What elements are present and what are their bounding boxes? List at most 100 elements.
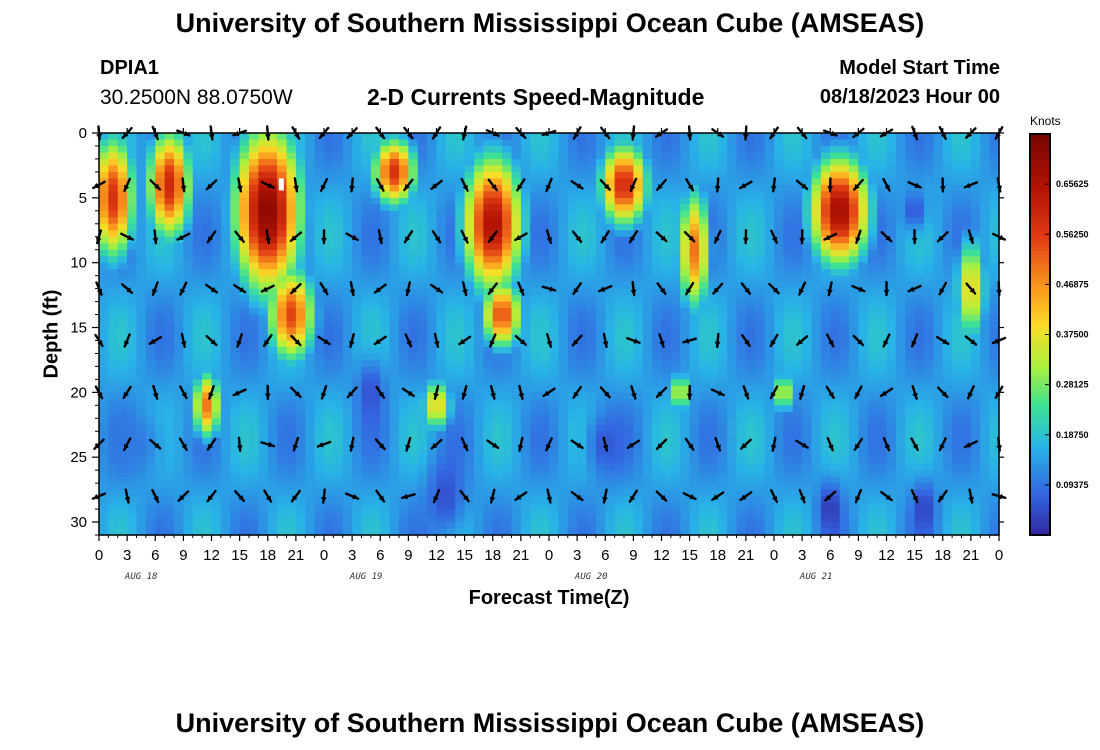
heatmap-cell — [436, 424, 447, 432]
heatmap-cell — [136, 288, 147, 296]
heatmap-cell — [136, 450, 147, 458]
heatmap-cell — [680, 191, 691, 199]
heatmap-cell — [183, 405, 194, 413]
heatmap-cell — [164, 489, 175, 497]
heatmap-cell — [520, 133, 531, 141]
heatmap-cell — [174, 165, 184, 173]
heatmap-cell — [614, 301, 625, 309]
heatmap-cell — [792, 366, 803, 374]
heatmap-cell — [474, 457, 484, 465]
heatmap-cell — [174, 476, 184, 484]
heatmap-cell — [792, 379, 803, 387]
heatmap-cell — [192, 334, 203, 342]
heatmap-cell — [736, 249, 747, 257]
heatmap-cell — [661, 275, 672, 283]
heatmap-cell — [249, 301, 259, 309]
heatmap-cell — [220, 353, 231, 361]
heatmap-cell — [736, 470, 747, 478]
heatmap-cell — [220, 249, 231, 257]
heatmap-cell — [417, 321, 428, 329]
heatmap-cell — [727, 288, 738, 296]
heatmap-cell — [595, 528, 606, 536]
heatmap-cell — [642, 437, 653, 445]
heatmap-cell — [99, 308, 109, 316]
heatmap-cell — [136, 509, 147, 517]
heatmap-cell — [239, 256, 250, 264]
heatmap-cell — [642, 321, 653, 329]
heatmap-cell — [249, 256, 259, 264]
heatmap-cell — [577, 515, 588, 523]
heatmap-cell — [267, 301, 278, 309]
heatmap-cell — [202, 133, 213, 141]
heatmap-cell — [830, 437, 841, 445]
heatmap-cell — [474, 392, 484, 400]
heatmap-cell — [445, 431, 456, 439]
heatmap-cell — [774, 463, 784, 471]
heatmap-cell — [586, 152, 597, 160]
heatmap-cell — [652, 379, 663, 387]
heatmap-cell — [502, 217, 513, 225]
heatmap-cell — [530, 489, 541, 497]
heatmap-cell — [464, 437, 475, 445]
heatmap-cell — [474, 437, 484, 445]
heatmap-cell — [239, 178, 250, 186]
heatmap-cell — [474, 366, 484, 374]
heatmap-cell — [520, 392, 531, 400]
heatmap-cell — [717, 346, 728, 355]
heatmap-cell — [727, 483, 738, 491]
heatmap-cell — [267, 223, 278, 231]
heatmap-cell — [445, 275, 456, 283]
heatmap-cell — [464, 191, 475, 199]
heatmap-cell — [295, 379, 306, 387]
heatmap-cell — [342, 483, 353, 491]
heatmap-cell — [474, 262, 484, 270]
heatmap-cell — [502, 210, 513, 218]
heatmap-cell — [586, 262, 597, 270]
heatmap-cell — [305, 334, 316, 342]
heatmap-cell — [342, 444, 353, 452]
heatmap-cell — [352, 470, 363, 478]
heatmap-cell — [295, 476, 306, 484]
heatmap-cell — [736, 191, 747, 199]
heatmap-cell — [811, 249, 822, 257]
heatmap-cell — [455, 366, 466, 374]
heatmap-cell — [239, 424, 250, 432]
heatmap-cell — [652, 295, 663, 303]
heatmap-cell — [267, 398, 278, 406]
heatmap-cell — [295, 359, 306, 368]
heatmap-cell — [689, 483, 700, 491]
heatmap-cell — [417, 392, 428, 400]
heatmap-cell — [595, 483, 606, 491]
heatmap-cell — [314, 301, 325, 309]
heatmap-cell — [399, 476, 409, 484]
heatmap-cell — [745, 184, 756, 192]
heatmap-cell — [117, 346, 128, 355]
heatmap-cell — [624, 282, 634, 290]
heatmap-cell — [642, 528, 653, 536]
heatmap-cell — [108, 314, 119, 322]
heatmap-cell — [577, 301, 588, 309]
heatmap-cell — [389, 217, 400, 225]
heatmap-cell — [380, 444, 391, 452]
heatmap-cell — [764, 269, 775, 277]
heatmap-cell — [764, 522, 775, 530]
heatmap-cell — [370, 359, 381, 368]
heatmap-cell — [802, 210, 813, 218]
heatmap-cell — [108, 249, 119, 257]
heatmap-cell — [370, 353, 381, 361]
heatmap-cell — [820, 522, 831, 530]
heatmap-cell — [277, 288, 288, 296]
heatmap-cell — [258, 308, 269, 316]
heatmap-cell — [370, 301, 381, 309]
heatmap-cell — [99, 256, 109, 264]
heatmap-cell — [267, 197, 278, 205]
heatmap-cell — [670, 489, 681, 497]
heatmap-cell — [155, 133, 166, 141]
heatmap-cell — [689, 139, 700, 147]
heatmap-cell — [249, 515, 259, 523]
heatmap-cell — [342, 295, 353, 303]
heatmap-cell — [511, 217, 522, 225]
heatmap-cell — [792, 522, 803, 530]
heatmap-cell — [483, 496, 494, 504]
